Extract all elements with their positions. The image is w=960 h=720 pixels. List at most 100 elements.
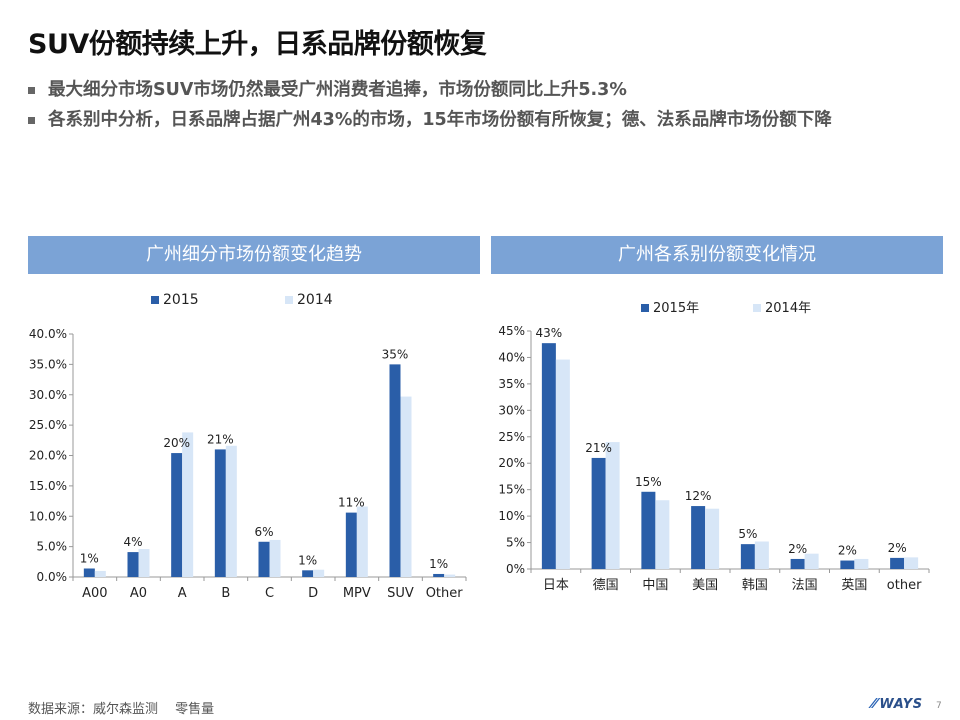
y-tick-label: 0.0% xyxy=(37,570,68,584)
origin-chart-title: 广州各系别份额变化情况 xyxy=(491,236,943,274)
data-label: 21% xyxy=(207,432,234,446)
x-tick-label: MPV xyxy=(343,586,371,601)
bar-current xyxy=(641,491,656,569)
bullet-square-icon xyxy=(28,117,35,124)
x-tick-label: 中国 xyxy=(642,578,668,593)
data-label: 5% xyxy=(738,527,757,541)
data-label: 43% xyxy=(536,326,563,340)
bar-current xyxy=(591,457,606,569)
bar-current xyxy=(127,552,139,577)
data-label: 2% xyxy=(838,544,857,558)
bar-prior xyxy=(182,432,194,577)
data-source: 数据来源：威尔森监测 零售量 xyxy=(28,702,215,717)
page-number: 7 xyxy=(936,701,942,711)
y-tick-label: 20% xyxy=(498,456,525,470)
bar-prior xyxy=(138,549,150,577)
x-tick-label: A00 xyxy=(82,586,107,601)
x-tick-label: 英国 xyxy=(841,578,867,593)
bullet-item: 各系别中分析，日系品牌占据广州43%的市场，15年市场份额有所恢复；德、法系品牌… xyxy=(28,108,928,132)
legend-label: 2014年 xyxy=(765,301,811,316)
data-label: 12% xyxy=(685,489,712,503)
bar-current xyxy=(83,568,95,577)
bar-current xyxy=(214,449,226,577)
data-label: 2% xyxy=(888,541,907,555)
bar-prior xyxy=(854,558,869,569)
logo-text: WAYS xyxy=(879,697,923,712)
y-tick-label: 5.0% xyxy=(37,540,68,554)
bar-current xyxy=(345,512,357,577)
bullet-text: 最大细分市场SUV市场仍然最受广州消费者追捧，市场份额同比上升5.3% xyxy=(48,80,627,100)
y-tick-label: 40.0% xyxy=(29,327,67,341)
x-tick-label: SUV xyxy=(387,586,414,601)
legend-swatch xyxy=(753,304,761,312)
y-tick-label: 15.0% xyxy=(29,479,67,493)
bar-prior xyxy=(269,539,281,577)
data-label: 35% xyxy=(382,347,409,361)
bar-prior xyxy=(225,445,237,577)
legend-swatch xyxy=(641,304,649,312)
segment-share-chart: 2015 2014 0.0% 5.0% 10.0% 15.0% 20.0% 25.0% 30.0… xyxy=(29,292,467,601)
x-tick-label: 法国 xyxy=(792,578,818,593)
y-tick-label: 30.0% xyxy=(29,388,67,402)
segment-chart-title: 广州细分市场份额变化趋势 xyxy=(28,236,480,274)
data-label: 11% xyxy=(338,496,365,510)
bullet-list: 最大细分市场SUV市场仍然最受广州消费者追捧，市场份额同比上升5.3% 各系别中… xyxy=(28,78,928,138)
x-tick-label: A xyxy=(178,586,187,601)
bar-prior xyxy=(804,553,819,569)
y-tick-label: 35% xyxy=(498,377,525,391)
y-tick-label: 25% xyxy=(498,430,525,444)
data-label: 1% xyxy=(80,551,99,565)
y-tick-label: 10% xyxy=(498,509,525,523)
ways-logo: ⁄⁄ WAYS xyxy=(872,697,923,712)
legend-label: 2015 xyxy=(163,292,199,308)
bar-current xyxy=(258,541,270,577)
y-tick-label: 35.0% xyxy=(29,357,67,371)
data-label: 2% xyxy=(788,542,807,556)
y-tick-label: 5% xyxy=(506,536,525,550)
data-label: 1% xyxy=(429,557,448,571)
logo-swoosh-icon: ⁄⁄ xyxy=(872,697,878,712)
bar-prior xyxy=(400,396,412,577)
y-tick-label: 0% xyxy=(506,562,525,576)
data-label: 6% xyxy=(254,525,273,539)
x-tick-label: 美国 xyxy=(692,578,718,593)
legend-swatch xyxy=(151,296,159,304)
data-label: 1% xyxy=(298,553,317,567)
y-tick-label: 25.0% xyxy=(29,418,67,432)
x-tick-label: B xyxy=(221,586,230,601)
bar-current xyxy=(541,343,556,569)
bar-current xyxy=(433,573,445,577)
x-tick-label: C xyxy=(265,586,274,601)
bar-current xyxy=(790,558,805,569)
data-label: 20% xyxy=(163,436,190,450)
data-label: 4% xyxy=(123,535,142,549)
bar-current xyxy=(890,557,905,569)
bar-current xyxy=(302,570,314,577)
bar-current xyxy=(171,453,183,577)
x-tick-label: 日本 xyxy=(543,578,569,593)
bar-prior xyxy=(655,500,670,569)
x-tick-label: 韩国 xyxy=(742,578,768,593)
bullet-text: 各系别中分析，日系品牌占据广州43%的市场，15年市场份额有所恢复；德、法系品牌… xyxy=(48,110,832,130)
data-label: 15% xyxy=(635,475,662,489)
x-tick-label: D xyxy=(308,586,318,601)
bar-current xyxy=(691,506,706,569)
x-tick-label: 德国 xyxy=(593,578,619,593)
bar-prior xyxy=(904,557,919,569)
y-tick-label: 15% xyxy=(498,483,525,497)
bullet-item: 最大细分市场SUV市场仍然最受广州消费者追捧，市场份额同比上升5.3% xyxy=(28,78,928,102)
y-tick-label: 10.0% xyxy=(29,509,67,523)
bar-prior xyxy=(356,506,368,577)
bar-prior xyxy=(605,442,620,569)
legend-label: 2015年 xyxy=(653,301,699,316)
origin-share-chart: 2015年 2014年 0% 5% 10% 15% 20% 25% 30% 35% 40% 45% 43… xyxy=(498,301,930,593)
x-tick-label: A0 xyxy=(130,586,147,601)
bar-prior xyxy=(754,541,769,569)
legend-label: 2014 xyxy=(297,292,333,308)
x-tick-label: Other xyxy=(426,586,464,601)
bar-prior xyxy=(444,574,456,577)
bar-prior xyxy=(705,508,720,569)
bar-prior xyxy=(94,570,106,577)
bar-prior xyxy=(313,569,325,577)
slide-title: SUV份额持续上升，日系品牌份额恢复 xyxy=(28,29,487,60)
